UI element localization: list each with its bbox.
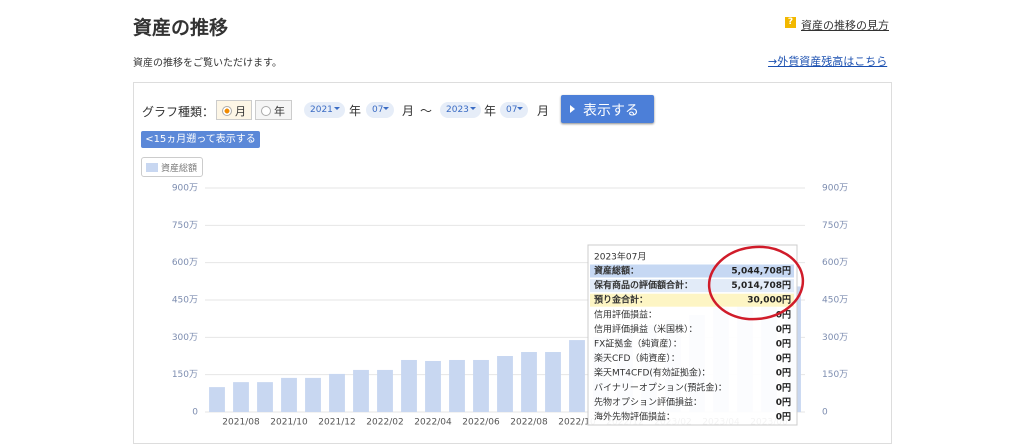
x-tick-label: 2021/12 — [318, 418, 355, 428]
tooltip-value: 30,000円 — [747, 295, 791, 306]
tooltip-label: 楽天CFD（純資産）： — [594, 352, 680, 364]
tooltip-label: 海外先物評価損益： — [594, 411, 675, 423]
select-from-year[interactable]: 2021 — [304, 102, 345, 118]
back-button[interactable]: <15ヵ月遡って表示する — [141, 131, 260, 148]
tooltip-value: 0円 — [776, 324, 791, 335]
y2-tick-label: 900万 — [822, 184, 848, 194]
tooltip-value: 0円 — [776, 412, 791, 423]
legend[interactable]: 資産総額 — [141, 157, 203, 177]
subtitle: 資産の推移をご覧いただけます。 — [133, 58, 282, 69]
x-tick-label: 2021/08 — [222, 418, 260, 428]
tooltip-value: 0円 — [776, 353, 791, 364]
y2-tick-label: 750万 — [822, 221, 848, 231]
tooltip-label: FX証拠金（純資産）： — [594, 338, 682, 350]
x-tick-label: 2022/04 — [414, 418, 452, 428]
unit: 年 — [349, 104, 362, 118]
bar — [233, 382, 249, 412]
tooltip-row-bg — [590, 279, 794, 293]
tooltip-row-bg — [590, 293, 794, 307]
tooltip-value: 0円 — [776, 339, 791, 350]
unit: 月 — [537, 104, 550, 118]
tooltip-title: 2023年07月 — [594, 251, 646, 263]
show-button[interactable]: 表示する — [561, 95, 654, 123]
tooltip-label: バイナリーオプション(預託金)： — [594, 381, 727, 393]
bar — [449, 359, 465, 412]
x-tick-label: 2021/10 — [270, 418, 308, 428]
y-tick-label: 900万 — [172, 184, 198, 194]
bar — [353, 369, 369, 412]
bar — [329, 373, 345, 412]
select-to-year[interactable]: 2023 — [440, 102, 481, 118]
bar — [545, 352, 561, 412]
y-tick-label: 450万 — [172, 296, 198, 306]
x-tick-label: 2022/02 — [366, 418, 403, 428]
legend-label: 資産総額 — [161, 164, 198, 174]
unit: 月 — [402, 104, 415, 118]
tooltip-label: 保有商品の評価額合計： — [593, 279, 693, 291]
tooltip-row-bg — [590, 264, 794, 278]
unit: 年 — [484, 104, 497, 118]
y2-tick-label: 600万 — [822, 258, 848, 268]
tooltip-label: 預り金合計： — [594, 294, 648, 306]
y2-tick-label: 450万 — [822, 296, 848, 306]
bar — [497, 356, 513, 412]
help-icon: ? — [785, 17, 796, 28]
x-tick-label: 2022/10 — [558, 418, 596, 428]
y-tick-label: 600万 — [172, 258, 198, 268]
bar — [569, 340, 585, 412]
y2-tick-label: 300万 — [822, 333, 848, 343]
page: 資産の推移 ? 資産の推移の見方 資産の推移をご覧いただけます。 →外貨資産残高… — [133, 17, 892, 444]
y2-tick-label: 150万 — [822, 370, 848, 380]
y-tick-label: 150万 — [172, 370, 198, 380]
bar — [257, 382, 273, 412]
tooltip-label: 資産総額： — [594, 265, 639, 277]
tooltip-label: 楽天MT4CFD(有効証拠金)： — [594, 367, 710, 379]
y2-tick-label: 0 — [822, 408, 828, 418]
bar — [425, 360, 441, 412]
select-to-month[interactable]: 07 — [500, 102, 528, 118]
tooltip-value: 0円 — [776, 309, 791, 320]
tooltip-value: 0円 — [776, 382, 791, 393]
fx-link[interactable]: →外貨資産残高はこちら — [768, 55, 888, 68]
radio-label: 月 — [235, 105, 246, 118]
graph-type-label: グラフ種類： — [142, 105, 215, 119]
radio-month[interactable]: 月 — [216, 100, 252, 120]
tooltip-value: 5,044,708円 — [731, 266, 791, 277]
bar — [521, 352, 537, 412]
radio-year[interactable]: 年 — [255, 100, 292, 120]
bar — [473, 359, 489, 412]
y-tick-label: 750万 — [172, 221, 198, 231]
tooltip-label: 信用評価損益： — [594, 308, 657, 320]
x-tick-label: 2022/06 — [462, 418, 500, 428]
annotation-circle — [707, 245, 805, 321]
bar — [305, 377, 321, 412]
tooltip-value: 0円 — [776, 397, 791, 408]
tooltip-value: 0円 — [776, 368, 791, 379]
tilde: 〜 — [420, 104, 433, 118]
button-label: 表示する — [583, 103, 639, 119]
tooltip-value: 5,014,708円 — [731, 280, 791, 291]
help-link[interactable]: 資産の推移の見方 — [801, 19, 889, 32]
page-title: 資産の推移 — [133, 17, 229, 39]
chart: 0 0 150万 150万 300万 300万 450万 450万 600万 600万 750万 75… — [172, 184, 848, 428]
bar — [209, 387, 225, 412]
bar — [281, 377, 297, 412]
radio-label: 年 — [274, 105, 285, 118]
tooltip-label: 先物オプション評価損益： — [594, 396, 702, 408]
tooltip-label: 信用評価損益（米国株）： — [594, 323, 698, 335]
bar — [401, 359, 417, 412]
x-tick-label: 2022/08 — [510, 418, 548, 428]
bar — [377, 369, 393, 412]
y-tick-label: 300万 — [172, 333, 198, 343]
select-from-month[interactable]: 07 — [366, 102, 394, 118]
y-tick-label: 0 — [192, 408, 198, 418]
